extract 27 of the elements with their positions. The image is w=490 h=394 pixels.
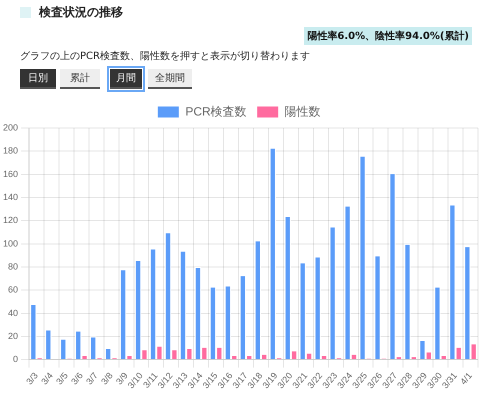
- y-tick-label: 60: [8, 284, 18, 295]
- y-tick-label: 80: [8, 261, 18, 272]
- x-tick-label: 3/4: [39, 370, 55, 387]
- x-tick-label: 3/6: [69, 370, 85, 387]
- y-tick-label: 160: [2, 168, 18, 179]
- text: グラフの上のPCR検査数、陽性数を押すと表示が切り替わります: [20, 50, 310, 63]
- y-tick-label: 120: [2, 215, 18, 226]
- legend-label: 陽性数: [284, 104, 321, 118]
- y-tick-label: 140: [2, 192, 18, 202]
- y-tick-label: 0: [13, 354, 18, 364]
- x-tick-label: 4/1: [458, 370, 474, 387]
- text: 日別: [20, 69, 56, 89]
- text: 全期間: [148, 69, 192, 89]
- chart-title: 検査状況の推移: [39, 4, 123, 21]
- x-tick-label: 3/5: [54, 370, 70, 387]
- y-tick-label: 20: [8, 330, 18, 341]
- x-tick-label: 3/8: [99, 370, 115, 387]
- x-tick-label: 3/7: [84, 370, 100, 387]
- y-tick-label: 100: [2, 238, 18, 248]
- x-tick-label: 3/3: [24, 370, 40, 387]
- y-tick-label: 40: [8, 308, 18, 318]
- legend-label: PCR検査数: [185, 104, 247, 118]
- text: 陽性率6.0%、陰性率94.0%(累計): [304, 27, 472, 45]
- text: 月間: [110, 69, 142, 89]
- text: 累計: [60, 69, 100, 89]
- y-tick-label: 180: [2, 146, 18, 156]
- y-tick-label: 200: [2, 122, 18, 132]
